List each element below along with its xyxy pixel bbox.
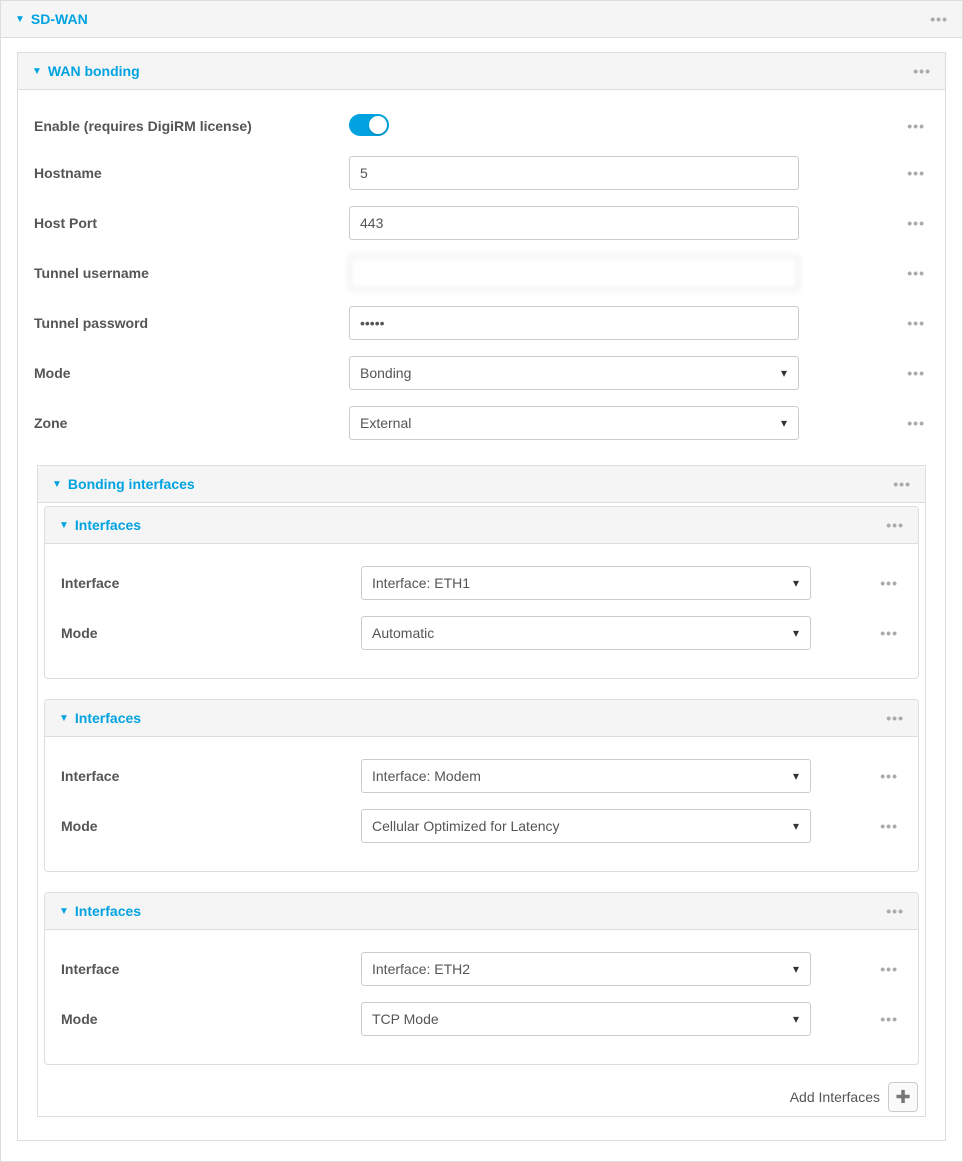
- interfaces-header[interactable]: ▼ Interfaces •••: [45, 893, 918, 930]
- menu-icon[interactable]: •••: [880, 625, 898, 641]
- interface-mode-select[interactable]: TCP Mode: [361, 1002, 811, 1036]
- interfaces-panel: ▼ Interfaces ••• Interface: [44, 699, 919, 872]
- bonding-interfaces-panel: ▼ Bonding interfaces ••• ▼ Interfaces: [37, 465, 926, 1117]
- menu-icon[interactable]: •••: [930, 11, 948, 27]
- mode-label: Mode: [34, 365, 349, 381]
- hostport-input[interactable]: [349, 206, 799, 240]
- sdwan-section: ▼ SD-WAN ••• ▼ WAN bonding ••• Enable (r…: [0, 0, 963, 1162]
- sdwan-header[interactable]: ▼ SD-WAN •••: [1, 1, 962, 38]
- wan-bonding-panel: ▼ WAN bonding ••• Enable (requires DigiR…: [17, 52, 946, 1141]
- interface-mode-row: Mode Cellular Optimized for Latency: [61, 801, 902, 851]
- zone-label: Zone: [34, 415, 349, 431]
- tunnel-pass-row: Tunnel password •••: [34, 298, 929, 348]
- menu-icon[interactable]: •••: [907, 315, 925, 331]
- menu-icon[interactable]: •••: [907, 365, 925, 381]
- interface-mode-label: Mode: [61, 1011, 361, 1027]
- interfaces-title: Interfaces: [75, 710, 141, 726]
- hostport-row: Host Port •••: [34, 198, 929, 248]
- interface-mode-select[interactable]: Automatic: [361, 616, 811, 650]
- chevron-down-icon: ▼: [59, 520, 69, 531]
- menu-icon[interactable]: •••: [886, 903, 904, 919]
- interface-select[interactable]: Interface: ETH1: [361, 566, 811, 600]
- tunnel-pass-input[interactable]: [349, 306, 799, 340]
- mode-row: Mode Bonding •••: [34, 348, 929, 398]
- interface-label: Interface: [61, 575, 361, 591]
- enable-toggle[interactable]: [349, 114, 389, 136]
- interface-mode-label: Mode: [61, 818, 361, 834]
- menu-icon[interactable]: •••: [913, 63, 931, 79]
- zone-select[interactable]: External: [349, 406, 799, 440]
- menu-icon[interactable]: •••: [880, 575, 898, 591]
- interface-mode-row: Mode TCP Mode •••: [61, 994, 902, 1044]
- tunnel-user-label: Tunnel username: [34, 265, 349, 281]
- enable-row: Enable (requires DigiRM license) •••: [34, 104, 929, 148]
- interface-mode-select[interactable]: Cellular Optimized for Latency: [361, 809, 811, 843]
- sdwan-title: SD-WAN: [31, 11, 88, 27]
- tunnel-pass-label: Tunnel password: [34, 315, 349, 331]
- wan-bonding-title: WAN bonding: [48, 63, 140, 79]
- zone-row: Zone External •••: [34, 398, 929, 448]
- chevron-down-icon: ▼: [59, 713, 69, 724]
- hostname-input[interactable]: [349, 156, 799, 190]
- interface-row: Interface Interface: ETH2 •••: [61, 944, 902, 994]
- menu-icon[interactable]: •••: [907, 165, 925, 181]
- add-interfaces-row: Add Interfaces ✚: [41, 1068, 922, 1116]
- interfaces-title: Interfaces: [75, 517, 141, 533]
- menu-icon[interactable]: •••: [886, 710, 904, 726]
- bonding-interfaces-title: Bonding interfaces: [68, 476, 195, 492]
- hostport-label: Host Port: [34, 215, 349, 231]
- interfaces-panel: ▼ Interfaces ••• Interface: [44, 506, 919, 679]
- add-interfaces-button[interactable]: ✚: [888, 1082, 918, 1112]
- wan-bonding-header[interactable]: ▼ WAN bonding •••: [18, 53, 945, 90]
- interface-row: Interface Interface: Modem •••: [61, 751, 902, 801]
- hostname-label: Hostname: [34, 165, 349, 181]
- hostname-row: Hostname •••: [34, 148, 929, 198]
- chevron-down-icon: ▼: [59, 906, 69, 917]
- add-interfaces-label: Add Interfaces: [790, 1089, 880, 1105]
- menu-icon[interactable]: •••: [893, 476, 911, 492]
- interface-label: Interface: [61, 961, 361, 977]
- menu-icon[interactable]: •••: [907, 118, 925, 134]
- menu-icon[interactable]: •••: [907, 415, 925, 431]
- tunnel-user-input[interactable]: [349, 256, 799, 290]
- mode-select[interactable]: Bonding: [349, 356, 799, 390]
- tunnel-user-row: Tunnel username •••: [34, 248, 929, 298]
- interfaces-header[interactable]: ▼ Interfaces •••: [45, 507, 918, 544]
- interface-label: Interface: [61, 768, 361, 784]
- menu-icon[interactable]: •••: [886, 517, 904, 533]
- menu-icon[interactable]: •••: [880, 961, 898, 977]
- menu-icon[interactable]: •••: [880, 1011, 898, 1027]
- interfaces-panel: ▼ Interfaces ••• Interface: [44, 892, 919, 1065]
- chevron-down-icon: ▼: [32, 66, 42, 77]
- interface-mode-label: Mode: [61, 625, 361, 641]
- menu-icon[interactable]: •••: [880, 768, 898, 784]
- plus-icon: ✚: [895, 1087, 910, 1108]
- chevron-down-icon: ▼: [15, 14, 25, 25]
- menu-icon[interactable]: •••: [907, 215, 925, 231]
- interfaces-header[interactable]: ▼ Interfaces •••: [45, 700, 918, 737]
- interfaces-title: Interfaces: [75, 903, 141, 919]
- bonding-interfaces-header[interactable]: ▼ Bonding interfaces •••: [38, 466, 925, 503]
- interface-select[interactable]: Interface: Modem: [361, 759, 811, 793]
- menu-icon[interactable]: •••: [907, 265, 925, 281]
- interface-row: Interface Interface: ETH1 •••: [61, 558, 902, 608]
- enable-label: Enable (requires DigiRM license): [34, 118, 349, 134]
- interface-select[interactable]: Interface: ETH2: [361, 952, 811, 986]
- menu-icon[interactable]: •••: [880, 818, 898, 834]
- chevron-down-icon: ▼: [52, 479, 62, 490]
- interface-mode-row: Mode Automatic •••: [61, 608, 902, 658]
